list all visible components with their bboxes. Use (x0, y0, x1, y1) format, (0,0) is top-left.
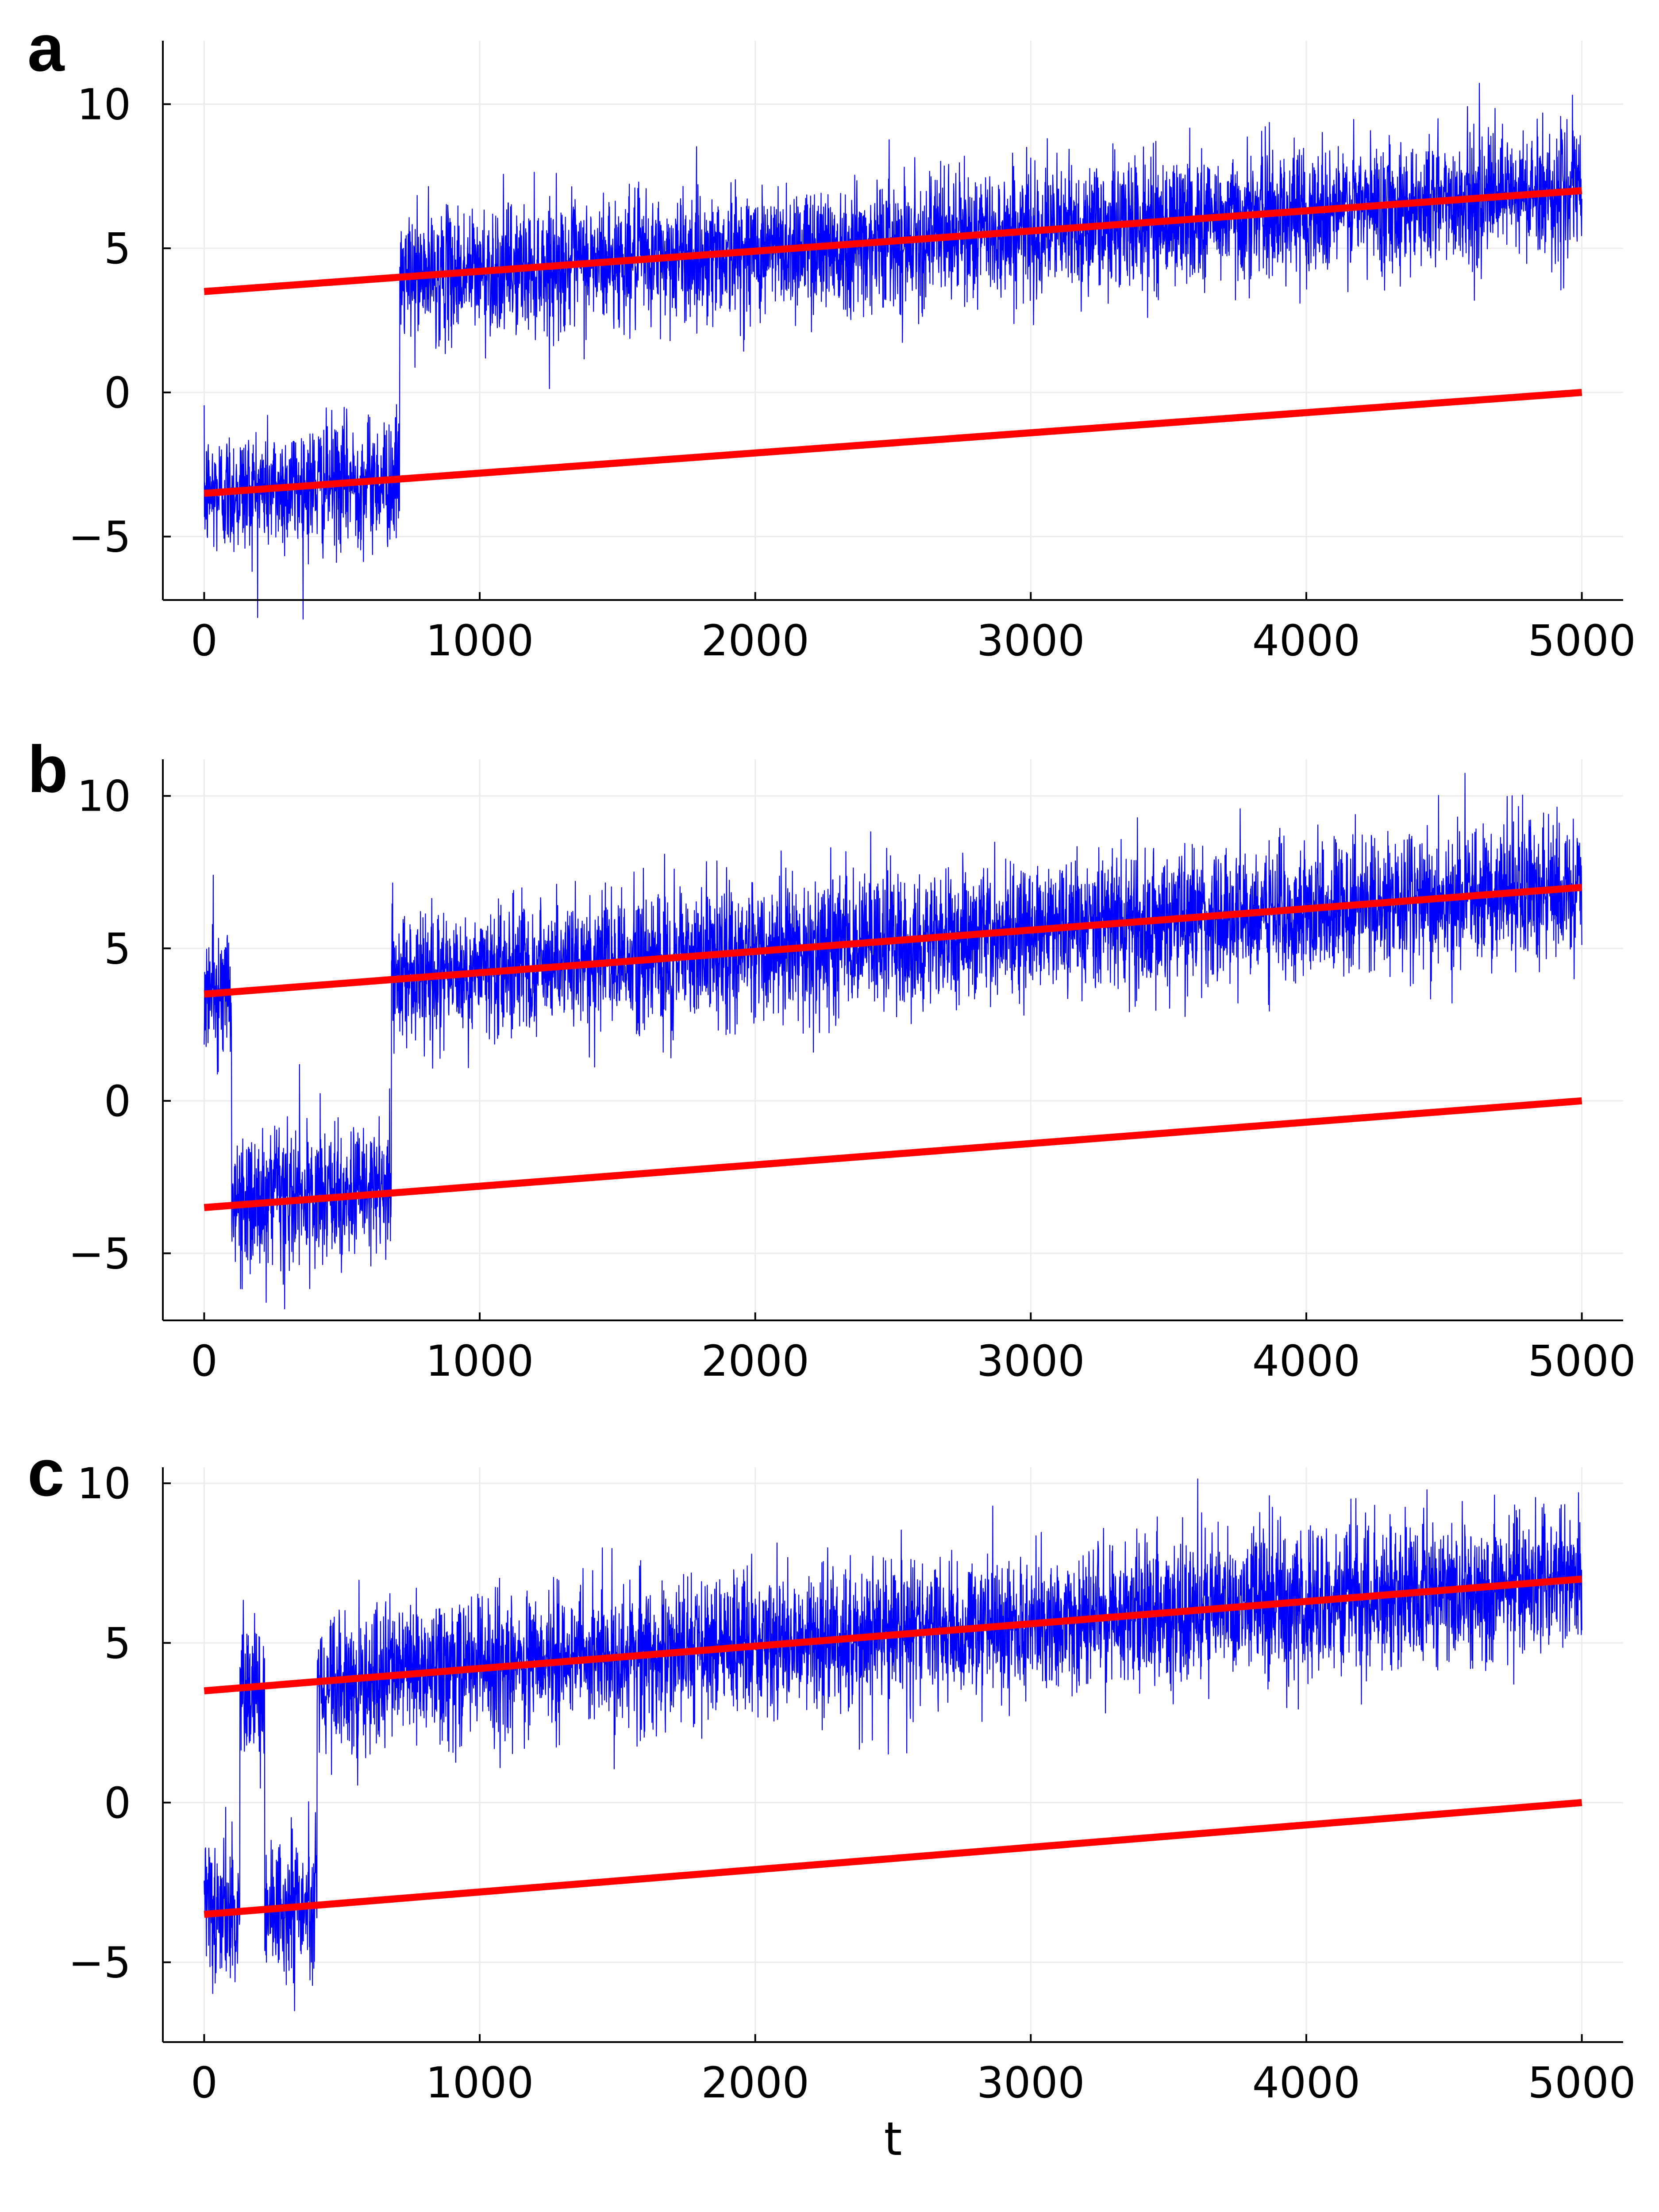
y-tick-label: 10 (77, 80, 131, 129)
y-tick-label: −5 (68, 1938, 131, 1988)
x-tick-label: 1000 (426, 2058, 534, 2108)
panel-label: b (27, 732, 68, 806)
signal-line (204, 1478, 1582, 2012)
signal-trace (204, 773, 1582, 1309)
y-tick-label: 5 (104, 924, 131, 973)
x-tick-label: 2000 (701, 2058, 809, 2108)
lower-threshold-line (204, 1097, 1582, 1211)
axes (162, 41, 1623, 601)
y-tick-labels: −5 0 5 10 (68, 1459, 131, 1988)
y-tick-label: 0 (104, 1077, 131, 1126)
y-tick-labels: −5 0 5 10 (68, 772, 131, 1279)
x-tick-label: 0 (191, 616, 218, 666)
x-axis-title: t (884, 2112, 902, 2166)
lower-threshold-line (204, 389, 1582, 497)
plot-area (163, 41, 1623, 600)
panel-label: a (27, 11, 65, 85)
x-tick-label: 5000 (1528, 2058, 1636, 2108)
y-tick-label: 0 (104, 368, 131, 418)
panel-a: 0 1000 2000 3000 4000 5000 −5 0 5 10 a (27, 11, 1636, 666)
y-tick-label: −5 (68, 1229, 131, 1278)
x-tick-label: 4000 (1252, 616, 1360, 666)
x-tick-label: 0 (191, 1336, 218, 1386)
grid (163, 1467, 1623, 2042)
panel-c: 0 1000 2000 3000 4000 5000 −5 0 5 10 c t (27, 1435, 1636, 2166)
threshold-lines (204, 1575, 1582, 1918)
x-tick-label: 2000 (701, 1336, 809, 1386)
x-tick-label: 4000 (1252, 1336, 1360, 1386)
signal-line (204, 773, 1582, 1309)
signal-trace (204, 1478, 1582, 2012)
x-tick-label: 5000 (1528, 616, 1636, 666)
x-tick-label: 3000 (977, 1336, 1085, 1386)
plot-area (163, 1467, 1623, 2042)
y-tick-label: 10 (77, 772, 131, 821)
panel-b: 0 1000 2000 3000 4000 5000 −5 0 5 10 b (27, 732, 1636, 1386)
x-tick-label: 3000 (977, 616, 1085, 666)
upper-threshold-line (204, 1575, 1582, 1695)
x-tick-labels: 0 1000 2000 3000 4000 5000 (191, 1336, 1636, 1386)
y-tick-label: 0 (104, 1778, 131, 1828)
axes (162, 759, 1623, 1321)
x-tick-label: 3000 (977, 2058, 1085, 2108)
x-tick-label: 5000 (1528, 1336, 1636, 1386)
upper-threshold-line (204, 884, 1582, 998)
threshold-lines (204, 884, 1582, 1211)
y-tick-label: 5 (104, 1619, 131, 1668)
x-tick-label: 1000 (426, 616, 534, 666)
axes (162, 1467, 1623, 2043)
y-tick-label: 5 (104, 224, 131, 273)
x-tick-label: 4000 (1252, 2058, 1360, 2108)
upper-threshold-line (204, 187, 1582, 295)
x-tick-labels: 0 1000 2000 3000 4000 5000 (191, 616, 1636, 666)
lower-threshold-line (204, 1799, 1582, 1918)
x-tick-label: 1000 (426, 1336, 534, 1386)
x-tick-labels: 0 1000 2000 3000 4000 5000 (191, 2058, 1636, 2108)
x-tick-label: 2000 (701, 616, 809, 666)
threshold-lines (204, 187, 1582, 497)
panel-label: c (27, 1435, 64, 1510)
y-tick-label: 10 (77, 1459, 131, 1508)
x-tick-label: 0 (191, 2058, 218, 2108)
y-tick-label: −5 (68, 512, 131, 562)
y-tick-labels: −5 0 5 10 (68, 80, 131, 562)
